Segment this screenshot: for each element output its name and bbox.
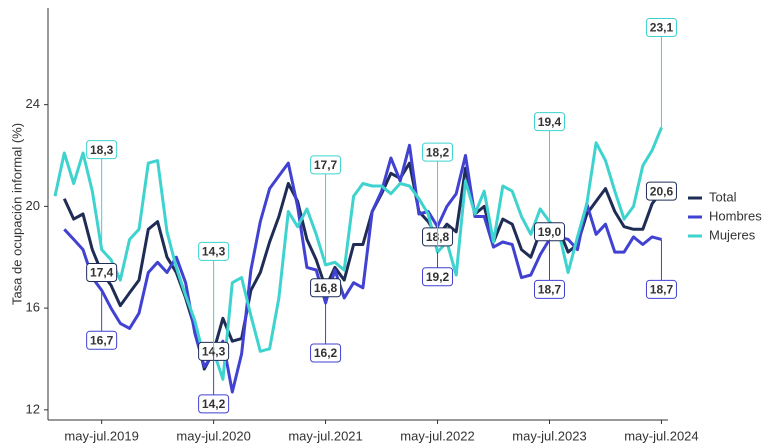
label-box xyxy=(198,241,230,261)
y-axis-label: Tasa de ocupación informal (%) xyxy=(9,123,24,305)
data-label: 19,0 xyxy=(538,225,562,239)
data-label: 18,7 xyxy=(538,283,562,297)
x-tick-label: may-jul.2019 xyxy=(64,428,138,443)
legend-label: Hombres xyxy=(709,208,762,223)
data-label: 14,3 xyxy=(202,345,226,359)
x-tick-label: may-jul.2020 xyxy=(176,428,250,443)
data-label: 17,4 xyxy=(90,266,114,280)
data-label: 18,2 xyxy=(426,145,450,159)
label-box xyxy=(645,18,677,38)
label-box xyxy=(310,343,342,363)
data-label: 17,7 xyxy=(314,158,338,172)
legend-label: Mujeres xyxy=(709,227,756,242)
x-tick-label: may-jul.2021 xyxy=(288,428,362,443)
x-tick-label: may-jul.2023 xyxy=(512,428,586,443)
data-label: 18,3 xyxy=(90,143,114,157)
label-box xyxy=(310,155,342,175)
label-box xyxy=(310,278,342,298)
y-tick-label: 12 xyxy=(26,401,40,416)
label-box xyxy=(645,181,677,201)
label-box xyxy=(422,267,454,287)
legend-label: Total xyxy=(709,189,737,204)
data-label: 16,7 xyxy=(90,333,114,347)
data-label: 16,2 xyxy=(314,346,338,360)
x-tick-label: may-jul.2024 xyxy=(624,428,698,443)
y-tick-label: 16 xyxy=(26,300,40,315)
data-label: 23,1 xyxy=(650,21,674,35)
y-tick-label: 20 xyxy=(26,198,40,213)
data-label: 20,6 xyxy=(650,184,674,198)
data-label: 14,3 xyxy=(202,245,226,259)
label-box xyxy=(422,142,454,162)
data-label: 14,2 xyxy=(202,397,226,411)
series-line xyxy=(53,126,663,381)
data-label: 16,8 xyxy=(314,281,338,295)
label-box xyxy=(86,140,118,160)
x-tick-label: may-jul.2022 xyxy=(400,428,474,443)
label-box xyxy=(198,394,230,414)
label-box xyxy=(86,262,118,282)
data-label: 19,2 xyxy=(426,270,450,284)
data-label: 19,4 xyxy=(538,115,562,129)
label-box xyxy=(86,330,118,350)
label-box xyxy=(533,112,565,132)
y-tick-label: 24 xyxy=(26,96,40,111)
label-box xyxy=(533,279,565,299)
label-box xyxy=(645,279,677,299)
data-label: 18,7 xyxy=(650,283,674,297)
